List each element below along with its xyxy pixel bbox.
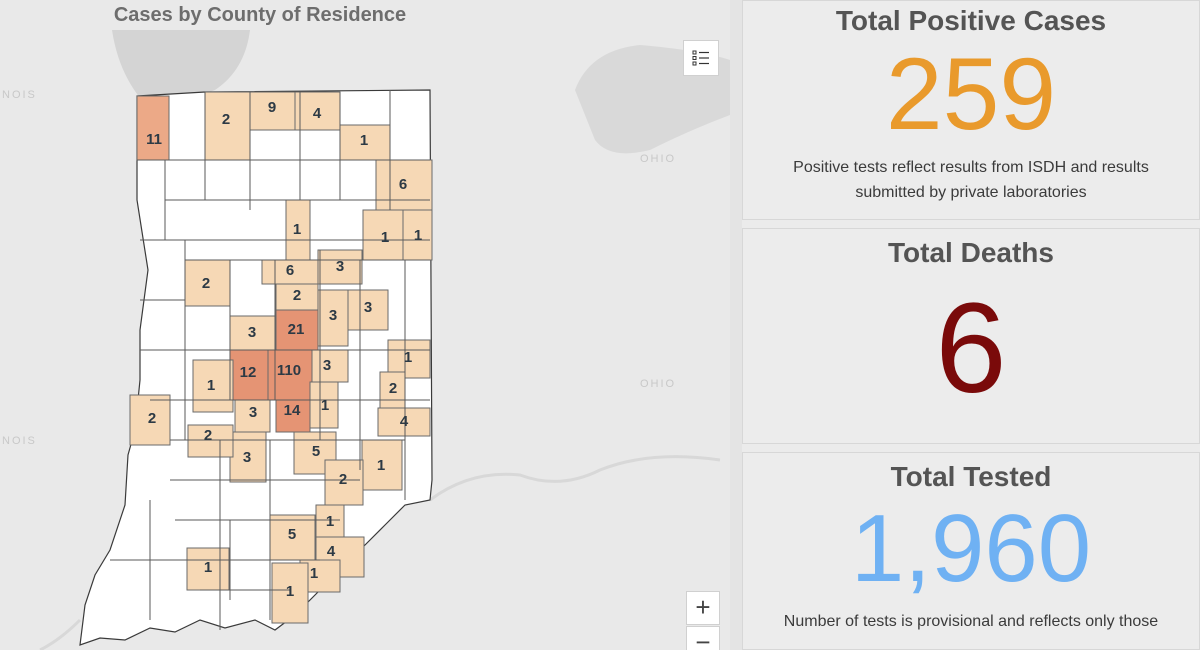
legend-list-icon — [692, 50, 709, 66]
county-shape[interactable] — [339, 124, 391, 161]
county-shape[interactable] — [184, 259, 231, 307]
county-case-count: 3 — [336, 258, 344, 275]
county-shape[interactable] — [347, 289, 389, 331]
map-panel[interactable]: NOIS OHIO OHIO NOIS 11 2 9 4 1 6 1 1 1 6 3 2 2 3 21 3 3 1… — [0, 0, 730, 650]
county-shape[interactable] — [229, 349, 269, 401]
county-shape[interactable] — [192, 359, 234, 413]
positive-cases-value: 259 — [885, 37, 1057, 151]
county-case-count: 2 — [293, 287, 301, 304]
county-case-count: 1 — [204, 559, 212, 576]
county-shape[interactable] — [309, 381, 339, 429]
county-case-count: 4 — [313, 105, 322, 122]
zoom-out-button[interactable]: − — [686, 626, 720, 650]
county-layer — [129, 91, 433, 624]
county-shape[interactable] — [249, 91, 296, 131]
county-shape[interactable] — [402, 209, 433, 261]
county-shape[interactable] — [229, 315, 277, 351]
county-case-count: 3 — [329, 307, 337, 324]
county-case-count: 1 — [377, 457, 385, 474]
county-shape[interactable] — [317, 249, 363, 285]
county-shape[interactable] — [204, 91, 251, 161]
county-shape[interactable] — [317, 289, 349, 347]
county-shape[interactable] — [275, 309, 319, 351]
county-case-count: 2 — [204, 427, 212, 444]
county-case-count: 1 — [326, 513, 334, 530]
county-case-count: 4 — [327, 543, 336, 560]
deaths-value: 6 — [935, 277, 1007, 420]
county-case-count: 1 — [414, 227, 422, 244]
county-shape[interactable] — [311, 349, 349, 383]
county-case-count: 6 — [286, 262, 294, 279]
basemap-label: NOIS — [2, 435, 37, 447]
total-positive-card: Total Positive Cases 259 Positive tests … — [742, 0, 1200, 220]
county-shape[interactable] — [377, 407, 431, 437]
county-shape[interactable] — [186, 547, 230, 591]
county-case-count: 9 — [268, 99, 276, 116]
county-shape[interactable] — [129, 394, 171, 446]
county-case-count: 2 — [222, 111, 230, 128]
county-case-count: 4 — [400, 413, 409, 430]
county-case-count: 1 — [404, 349, 412, 366]
county-shape[interactable] — [136, 95, 170, 161]
county-case-count: 2 — [202, 275, 210, 292]
county-case-count: 11 — [146, 131, 162, 148]
county-case-count: 5 — [312, 443, 320, 460]
county-borders — [110, 90, 430, 630]
map-title: Cases by County of Residence — [113, 4, 407, 26]
panel-divider — [730, 0, 742, 650]
county-shape[interactable] — [315, 504, 345, 538]
county-case-count: 2 — [148, 410, 156, 427]
tested-value: 1,960 — [850, 495, 1092, 602]
basemap-label: NOIS — [2, 89, 37, 101]
positive-note-line: submitted by private laboratories — [855, 184, 1087, 201]
county-case-count: 12 — [240, 364, 257, 381]
total-tested-card: Total Tested 1,960 Number of tests is pr… — [742, 452, 1200, 650]
tested-title: Total Tested — [890, 461, 1052, 492]
county-shape[interactable] — [294, 91, 341, 131]
county-case-count: 1 — [381, 229, 389, 246]
county-case-count: 2 — [389, 380, 397, 397]
basemap-label: OHIO — [640, 378, 676, 390]
county-case-count: 1 — [286, 583, 294, 600]
county-case-count: 110 — [277, 362, 301, 379]
positive-note: Positive tests reflect results from ISDH… — [743, 155, 1199, 205]
county-case-count: 1 — [310, 565, 318, 582]
positive-note-line: Positive tests reflect results from ISDH… — [793, 159, 1149, 176]
river — [39, 618, 82, 650]
basemap-label: OHIO — [640, 153, 676, 165]
positive-title: Total Positive Cases — [835, 5, 1107, 36]
county-case-count: 21 — [288, 321, 305, 338]
legend-button[interactable] — [683, 40, 719, 76]
total-deaths-card: Total Deaths 6 — [742, 228, 1200, 444]
county-shape[interactable] — [375, 159, 433, 211]
county-shape[interactable] — [361, 439, 403, 491]
county-shape[interactable] — [324, 459, 364, 506]
county-case-count: 3 — [364, 299, 372, 316]
river — [429, 455, 721, 502]
tested-note: Number of tests is provisional and refle… — [783, 613, 1159, 630]
county-shape[interactable] — [187, 424, 234, 458]
county-case-count: 3 — [323, 357, 331, 374]
county-case-count: 2 — [339, 471, 347, 488]
county-case-count: 6 — [399, 176, 407, 193]
county-shape[interactable] — [271, 562, 309, 624]
county-case-count: 5 — [288, 526, 296, 543]
lake-michigan — [112, 30, 250, 100]
county-case-count: 1 — [293, 221, 301, 238]
county-case-count: 1 — [207, 377, 215, 394]
county-case-count: 3 — [243, 449, 251, 466]
county-case-count: 1 — [321, 397, 329, 414]
county-case-count: 1 — [360, 132, 368, 149]
county-case-count: 3 — [249, 404, 257, 421]
county-case-count: 14 — [284, 402, 301, 419]
deaths-title: Total Deaths — [888, 237, 1054, 268]
county-case-count: 3 — [248, 324, 256, 341]
zoom-in-button[interactable]: + — [686, 591, 720, 625]
